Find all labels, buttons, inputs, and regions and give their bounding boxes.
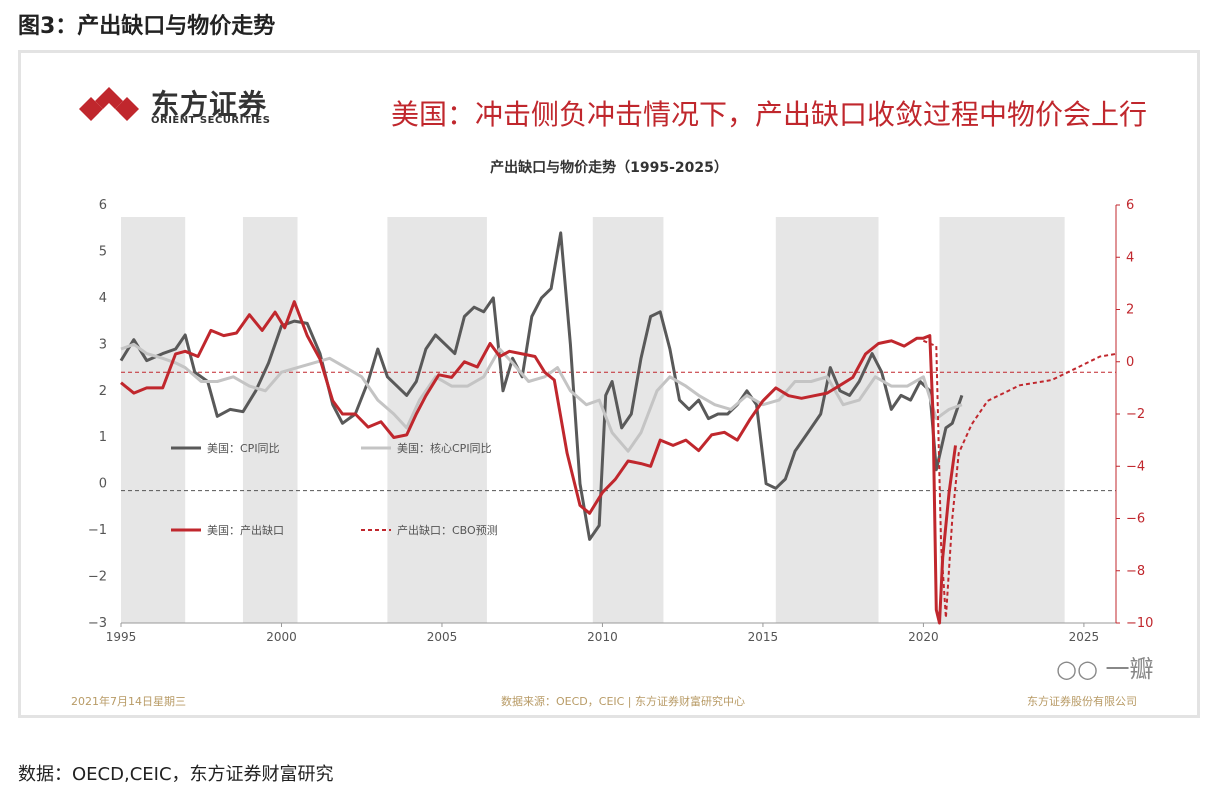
right-tick-label: −2 bbox=[1126, 407, 1145, 422]
orient-logo-icon bbox=[79, 87, 139, 123]
footer-company: 东方证券股份有限公司 bbox=[1027, 695, 1137, 708]
figure-title: 图3：产出缺口与物价走势 bbox=[18, 14, 276, 39]
left-tick-label: −3 bbox=[88, 616, 107, 631]
source-note: 数据：OECD,CEIC，东方证券财富研究 bbox=[18, 764, 334, 785]
left-tick-label: 0 bbox=[99, 477, 107, 492]
left-tick-label: −2 bbox=[88, 570, 107, 585]
shading-band bbox=[121, 217, 186, 623]
x-tick-label: 2015 bbox=[748, 630, 779, 644]
x-tick-label: 2020 bbox=[908, 630, 939, 644]
series-line-2 bbox=[120, 300, 957, 625]
left-tick-label: 5 bbox=[99, 244, 107, 259]
x-tick-label: 2025 bbox=[1069, 630, 1100, 644]
right-tick-label: 6 bbox=[1126, 198, 1134, 213]
footer-date: 2021年7月14日星期三 bbox=[71, 695, 186, 708]
left-tick-label: 4 bbox=[99, 291, 107, 306]
left-tick-label: 1 bbox=[99, 430, 107, 445]
left-tick-label: 6 bbox=[99, 198, 107, 213]
wechat-icon: ○○ bbox=[1056, 655, 1098, 683]
logo-chinese: 东方证券 bbox=[151, 88, 268, 121]
x-tick-label: 2000 bbox=[266, 630, 297, 644]
left-tick-label: 3 bbox=[99, 337, 107, 352]
shading-band bbox=[242, 217, 298, 623]
x-tick-label: 2010 bbox=[587, 630, 618, 644]
legend-label: 美国：核心CPI同比 bbox=[397, 441, 492, 455]
right-tick-label: −6 bbox=[1126, 512, 1145, 527]
watermark: ○○ 一瓣 bbox=[1056, 649, 1154, 684]
series-line-1 bbox=[120, 342, 963, 453]
right-tick-label: −8 bbox=[1126, 564, 1145, 579]
footer-source: 数据来源：OECD，CEIC | 东方证券财富研究中心 bbox=[501, 695, 746, 708]
headline: 美国：冲击侧负冲击情况下，产出缺口收敛过程中物价会上行 bbox=[390, 98, 1147, 131]
shading-band bbox=[775, 217, 879, 623]
watermark-text: 一瓣 bbox=[1105, 655, 1154, 683]
chart-svg: 产出缺口与物价走势（1995-2025） 1995 2000 2005 2010 201… bbox=[88, 159, 1154, 644]
chart-card: 东方证券 ORIENT SECURITIES 美国：冲击侧负冲击情况下，产出缺口… bbox=[18, 50, 1200, 718]
right-tick-label: 4 bbox=[1126, 250, 1134, 265]
right-tick-label: 2 bbox=[1126, 303, 1134, 318]
series-line-0 bbox=[119, 231, 964, 541]
shading-band bbox=[387, 217, 487, 623]
right-tick-label: −10 bbox=[1126, 616, 1153, 631]
left-tick-label: −1 bbox=[88, 523, 107, 538]
chart-title: 产出缺口与物价走势（1995-2025） bbox=[490, 159, 728, 176]
legend-label: 产出缺口：CBO预测 bbox=[397, 523, 498, 537]
left-tick-label: 2 bbox=[99, 384, 107, 399]
right-tick-label: −4 bbox=[1126, 459, 1145, 474]
x-tick-label: 1995 bbox=[106, 630, 137, 644]
shading-band bbox=[939, 217, 1065, 623]
legend-label: 美国：产出缺口 bbox=[207, 523, 284, 537]
x-tick-label: 2005 bbox=[427, 630, 458, 644]
series-line-3 bbox=[923, 339, 1117, 619]
right-tick-label: 0 bbox=[1126, 355, 1134, 370]
legend-label: 美国：CPI同比 bbox=[207, 442, 280, 455]
logo-english: ORIENT SECURITIES bbox=[151, 115, 271, 126]
